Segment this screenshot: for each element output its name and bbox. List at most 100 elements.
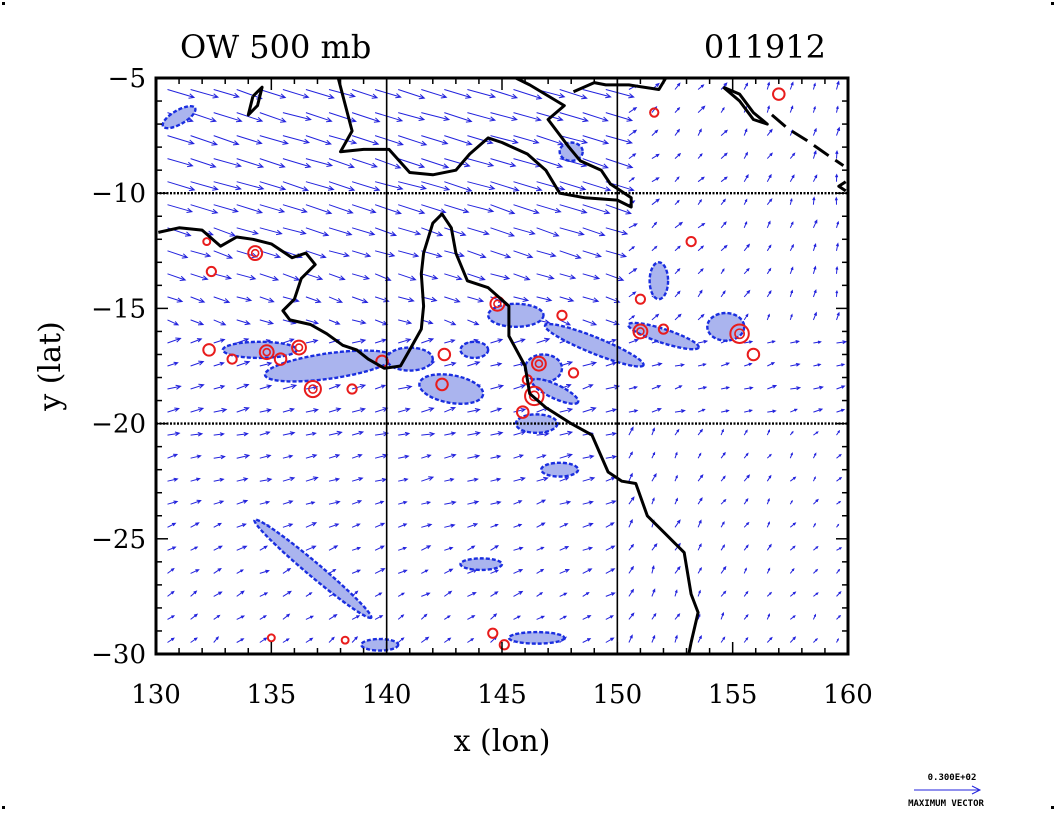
wind-vector-arrow <box>490 135 519 145</box>
wind-vector-arrow <box>236 477 249 482</box>
wind-vector-arrow <box>190 546 199 551</box>
wind-vector-arrow <box>328 112 357 123</box>
wind-vector-arrow <box>236 112 264 123</box>
wind-vector-arrow <box>190 204 219 214</box>
wind-vector-arrow <box>513 546 524 551</box>
wind-vector-arrow <box>651 385 662 390</box>
wind-vector-arrow <box>628 426 634 436</box>
positive-ow-contours <box>202 87 786 651</box>
wind-vector-arrow <box>836 220 840 228</box>
wind-vector-arrow <box>282 567 292 574</box>
wind-vector-arrow <box>213 591 223 597</box>
wind-vector-arrow <box>328 319 341 325</box>
wind-vector-arrow <box>582 135 610 145</box>
wind-vector-arrow <box>674 613 681 620</box>
wind-vector-arrow <box>605 615 614 620</box>
wind-vector-arrow <box>213 89 240 99</box>
wind-vector-arrow <box>720 386 731 390</box>
wind-vector-arrow <box>651 362 663 367</box>
wind-vector-arrow <box>213 477 225 482</box>
wind-vector-arrow <box>605 273 625 282</box>
wind-vector-arrow <box>720 198 726 206</box>
wind-vector-arrow <box>236 181 265 191</box>
wind-vector-arrow <box>236 227 259 235</box>
wind-vector-arrow <box>467 296 485 303</box>
wind-vector-arrow <box>697 635 702 643</box>
wind-vector-arrow <box>259 89 287 99</box>
wind-vector-arrow <box>559 500 572 505</box>
wind-vector-arrow <box>582 638 592 643</box>
wind-vector-arrow <box>789 430 794 436</box>
positive-ow-contour-inner <box>493 299 502 309</box>
wind-vector-arrow <box>743 313 749 321</box>
wind-vector-arrow <box>513 181 543 192</box>
wind-vector-arrow <box>628 518 633 528</box>
wind-vector-arrow <box>236 590 245 597</box>
wind-vector-arrow <box>790 386 802 391</box>
wind-vector-arrow <box>766 173 772 182</box>
wind-vector-arrow <box>812 265 817 274</box>
wind-vector-arrow <box>374 181 404 191</box>
corner-mark <box>2 806 5 809</box>
positive-ow-contour <box>291 339 307 356</box>
wind-vector-arrow <box>282 476 296 482</box>
wind-vector-arrow <box>513 204 540 215</box>
wind-vector-arrow <box>789 289 794 298</box>
wind-vector-arrow <box>213 545 223 551</box>
wind-vector-arrow <box>559 89 588 100</box>
wind-vector-arrow <box>697 245 705 252</box>
wind-vector-arrow <box>720 611 725 620</box>
wind-vector-arrow <box>513 476 526 482</box>
wind-vector-arrow <box>305 112 333 123</box>
wind-vector-arrow <box>513 296 530 302</box>
wind-vector-arrow <box>351 523 361 528</box>
wind-vector-arrow <box>444 296 461 303</box>
wind-vector-arrow <box>766 636 773 643</box>
wind-vector-arrow <box>490 89 519 99</box>
wind-vector-arrow <box>559 477 570 482</box>
wind-vector-arrow <box>697 452 702 459</box>
wind-vector-arrow <box>559 227 585 236</box>
positive-ow-contour <box>226 353 238 365</box>
wind-vector-arrow <box>167 477 179 482</box>
wind-vector-arrow <box>697 176 705 183</box>
wind-vector-arrow <box>651 497 655 505</box>
positive-ow-contour <box>202 343 216 357</box>
wind-vector-arrow <box>374 227 398 237</box>
wind-vector-arrow <box>836 385 846 390</box>
wind-vector-arrow <box>743 590 749 597</box>
corner-mark <box>1051 806 1054 809</box>
wind-vector-arrow <box>305 181 335 191</box>
wind-vector-arrow <box>351 407 366 413</box>
wind-vector-arrow <box>421 112 451 121</box>
wind-vector-arrow <box>697 519 702 528</box>
wind-vector-arrow <box>213 158 242 168</box>
wind-vector-arrow <box>282 181 310 192</box>
positive-ow-contour <box>247 245 264 262</box>
wind-vector-arrow <box>213 338 226 344</box>
wind-vector-arrow <box>467 273 486 281</box>
wind-vector-arrow <box>328 227 353 236</box>
wind-vector-arrow <box>213 567 222 574</box>
wind-vector-arrow <box>213 636 219 643</box>
max-vector-arrowhead <box>971 785 982 795</box>
wind-vector-arrow <box>513 500 523 505</box>
wind-vector-arrow <box>582 522 594 528</box>
wind-vector-arrow <box>836 614 842 620</box>
wind-vector-arrow <box>444 477 455 482</box>
wind-vector-arrow <box>559 453 573 459</box>
wind-vector-arrow <box>513 89 543 100</box>
wind-vector-arrow <box>398 204 426 215</box>
wind-vector-arrow <box>697 105 706 113</box>
wind-vector-arrow <box>444 637 452 643</box>
wind-vector-arrow <box>236 407 250 413</box>
wind-vector-arrow <box>421 476 435 482</box>
negative-ow-contour <box>627 321 700 351</box>
wind-vector-arrow <box>467 204 495 213</box>
wind-vector-arrow <box>674 385 683 390</box>
wind-vector-arrow <box>351 227 376 236</box>
wind-vector-arrow <box>766 267 772 275</box>
wind-vector-arrow <box>467 545 476 551</box>
wind-vector-arrow <box>605 455 617 460</box>
x-axis-label: x (lon) <box>454 724 551 759</box>
